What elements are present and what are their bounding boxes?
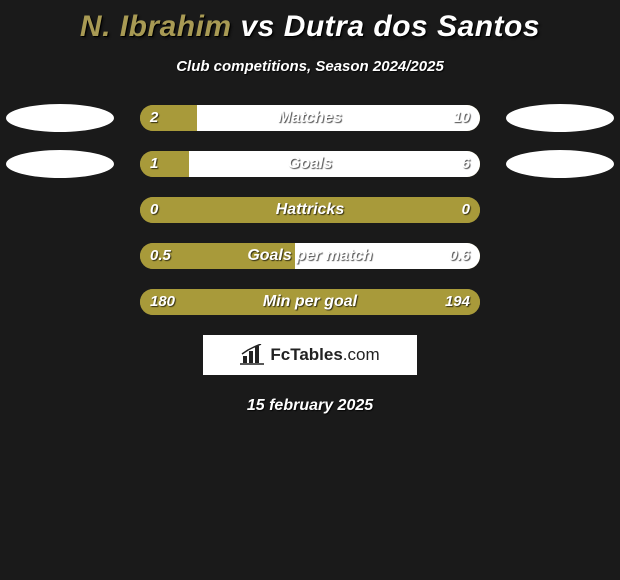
bar-track <box>140 289 480 315</box>
stat-row: Goals per match0.50.6 <box>0 243 620 269</box>
stat-row: Min per goal180194 <box>0 289 620 315</box>
player-oval-left <box>6 104 114 132</box>
stat-row: Goals16 <box>0 151 620 177</box>
logo-domain: .com <box>343 345 380 364</box>
player-oval-left <box>6 150 114 178</box>
bar-fill-left <box>140 105 197 131</box>
bar-fill-left <box>140 151 189 177</box>
stat-row: Matches210 <box>0 105 620 131</box>
player-oval-right <box>506 150 614 178</box>
subtitle: Club competitions, Season 2024/2025 <box>0 58 620 75</box>
comparison-title: N. Ibrahim vs Dutra dos Santos <box>0 0 620 44</box>
date-label: 15 february 2025 <box>0 397 620 415</box>
bar-fill-right <box>197 105 480 131</box>
bar-track <box>140 197 480 223</box>
bar-fill-left <box>140 289 480 315</box>
bar-fill-left <box>140 243 295 269</box>
bar-track <box>140 151 480 177</box>
bar-track <box>140 105 480 131</box>
bar-fill-right <box>295 243 480 269</box>
stat-row: Hattricks00 <box>0 197 620 223</box>
player1-name: N. Ibrahim <box>80 10 232 43</box>
logo-text: FcTables.com <box>270 345 379 365</box>
vs-separator: vs <box>240 10 274 43</box>
player-oval-right <box>506 104 614 132</box>
logo-brand: FcTables <box>270 345 342 364</box>
bar-fill-left <box>140 197 480 223</box>
bar-track <box>140 243 480 269</box>
bar-fill-right <box>189 151 480 177</box>
bar-chart-icon <box>240 344 266 366</box>
stat-bars-container: Matches210 Goals16 Hattricks00 Goals per ma… <box>0 105 620 315</box>
logo-box: FcTables.com <box>203 335 417 375</box>
player2-name: Dutra dos Santos <box>284 10 540 43</box>
